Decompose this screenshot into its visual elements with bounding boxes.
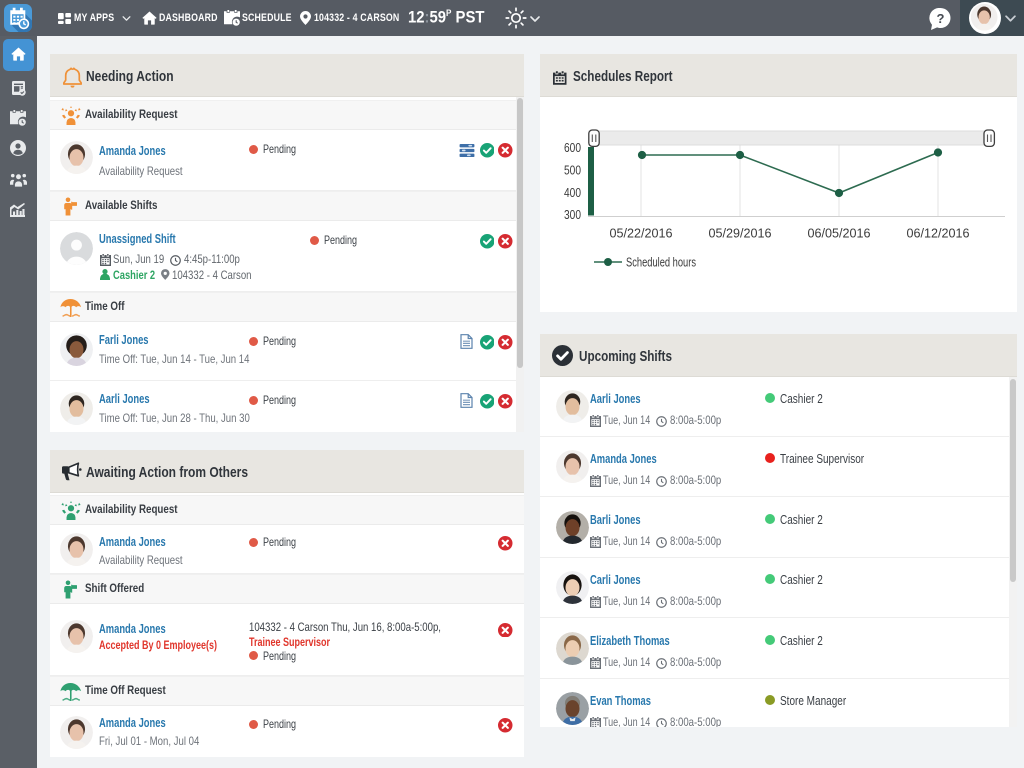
svg-text:06/12/2016: 06/12/2016 [907, 227, 970, 241]
svg-text:05/22/2016: 05/22/2016 [610, 227, 673, 241]
svg-text:400: 400 [564, 186, 581, 200]
svg-text:500: 500 [564, 164, 581, 178]
svg-text:05/29/2016: 05/29/2016 [709, 227, 772, 241]
svg-text:Scheduled hours: Scheduled hours [626, 256, 696, 270]
svg-text:06/05/2016: 06/05/2016 [808, 227, 871, 241]
svg-text:600: 600 [564, 141, 581, 155]
svg-text:300: 300 [564, 208, 581, 222]
